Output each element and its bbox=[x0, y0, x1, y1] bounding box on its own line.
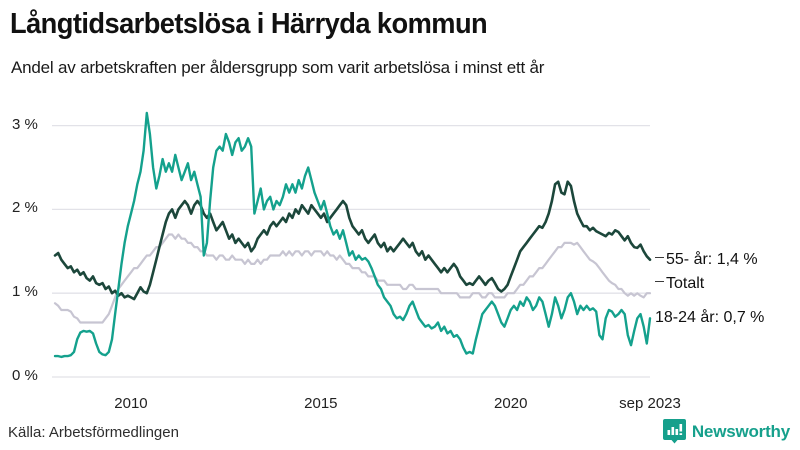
series-end-label: 55- år: 1,4 % bbox=[655, 250, 758, 270]
label-tick bbox=[655, 281, 664, 284]
line-55-r bbox=[53, 180, 652, 301]
newsworthy-logo-icon bbox=[662, 419, 686, 444]
page-subtitle: Andel av arbetskraften per åldersgrupp s… bbox=[11, 58, 545, 77]
x-tick-label: 2020 bbox=[494, 395, 528, 412]
page-title: Långtidsarbetslösa i Härryda kommun bbox=[10, 8, 488, 40]
source-note: Källa: Arbetsförmedlingen bbox=[8, 424, 179, 441]
line-18-24-r bbox=[53, 111, 652, 359]
x-tick-label: 2010 bbox=[114, 395, 148, 412]
label-tick bbox=[655, 256, 664, 260]
brand: Newsworthy bbox=[662, 419, 790, 444]
brand-name: Newsworthy bbox=[691, 421, 790, 441]
series-end-label: 18-24 år: 0,7 % bbox=[655, 309, 765, 327]
y-tick-label: 3 % bbox=[12, 115, 38, 133]
x-tick-label: sep 2023 bbox=[619, 395, 681, 412]
x-tick-label: 2015 bbox=[304, 395, 338, 412]
line-Totalt bbox=[53, 233, 652, 324]
y-tick-label: 1 % bbox=[12, 283, 38, 301]
y-tick-label: 0 % bbox=[12, 367, 38, 384]
y-tick-label: 2 % bbox=[12, 199, 38, 217]
series-end-label: Totalt bbox=[655, 274, 704, 294]
